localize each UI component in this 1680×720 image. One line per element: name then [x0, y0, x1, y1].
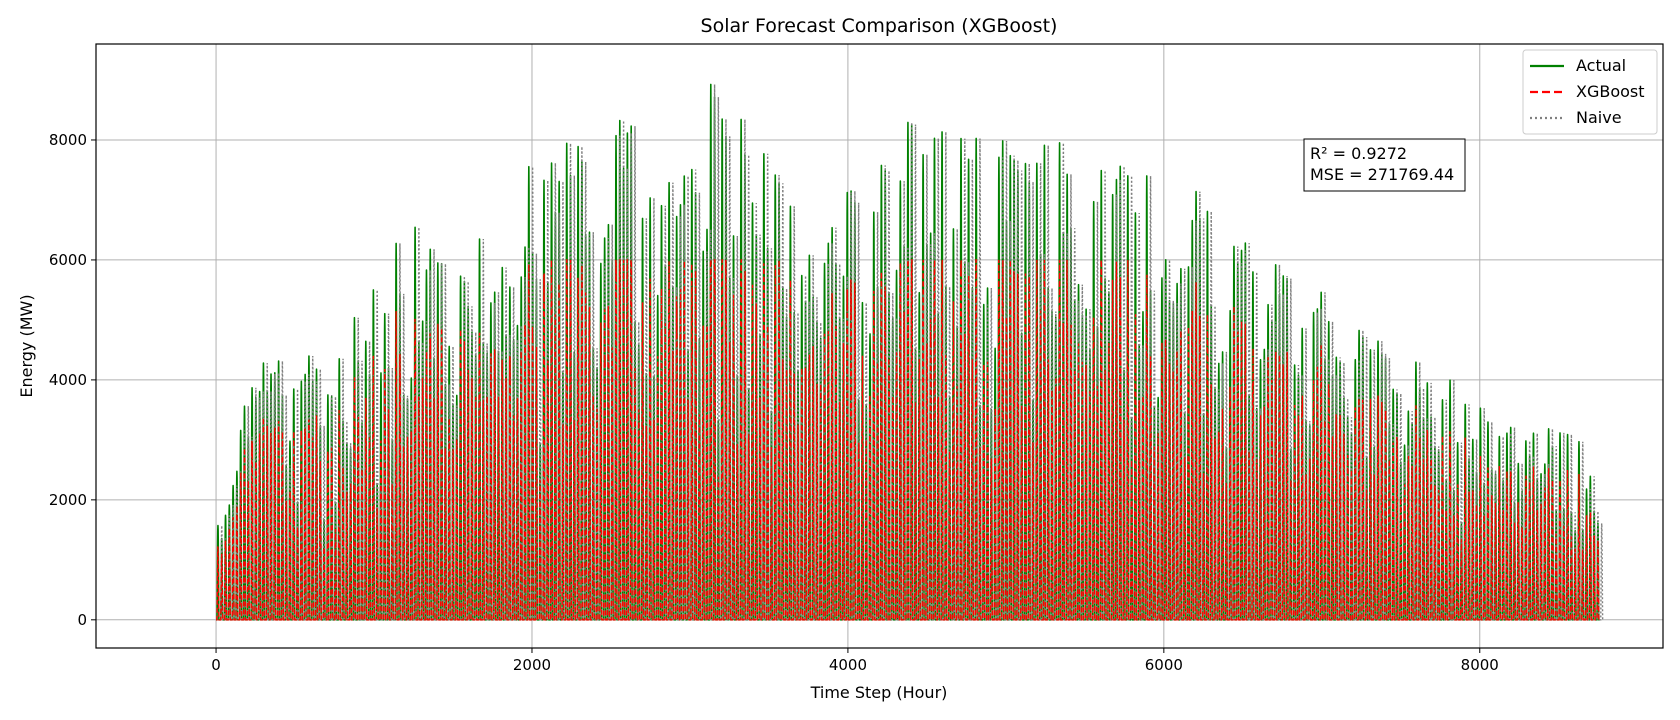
series-xgboost-line: [216, 259, 1600, 621]
x-tick-label: 4000: [829, 656, 867, 674]
y-axis-label: Energy (MW): [17, 294, 36, 397]
mse-metric: MSE = 271769.44: [1310, 165, 1454, 184]
chart-title: Solar Forecast Comparison (XGBoost): [701, 15, 1058, 37]
legend: Actual XGBoost Naive: [1522, 49, 1658, 135]
x-axis-label: Time Step (Hour): [810, 683, 948, 702]
r2-metric: R² = 0.9272: [1310, 144, 1407, 163]
x-tick-label: 2000: [513, 656, 551, 674]
y-tick-label: 0: [77, 611, 87, 629]
y-tick-label: 4000: [49, 371, 87, 389]
y-tick-label: 6000: [49, 251, 87, 269]
x-tick-label: 6000: [1145, 656, 1183, 674]
legend-frame: [1522, 49, 1658, 135]
legend-label-xgboost: XGBoost: [1576, 82, 1645, 101]
metrics-box: R² = 0.9272 MSE = 271769.44: [1303, 138, 1466, 192]
legend-label-actual: Actual: [1576, 56, 1626, 75]
y-tick-label: 8000: [49, 131, 87, 149]
tick-layer: 0 2000 4000 6000 8000 0 2000 4000 6000 8000: [49, 131, 1499, 674]
metrics-box-frame: [1303, 138, 1466, 192]
data-layer: [215, 83, 1604, 621]
x-tick-label: 0: [211, 656, 221, 674]
y-tick-label: 2000: [49, 491, 87, 509]
x-tick-label: 8000: [1461, 656, 1499, 674]
plot-frame: [95, 43, 1664, 649]
legend-label-naive: Naive: [1576, 108, 1622, 127]
